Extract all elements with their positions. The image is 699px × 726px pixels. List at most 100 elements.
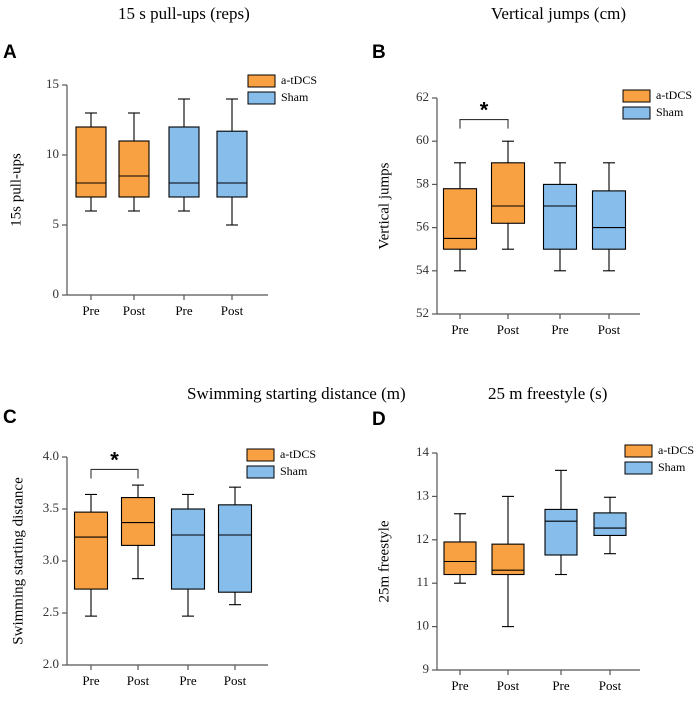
y-tick-label: 11 bbox=[416, 574, 429, 589]
x-tick-label: Pre bbox=[451, 322, 469, 337]
box-iqr bbox=[593, 512, 627, 537]
y-tick-label: 2.5 bbox=[43, 604, 59, 619]
y-tick-label: 4.0 bbox=[43, 448, 59, 463]
y-tick-label: 5 bbox=[53, 216, 60, 231]
x-tick-label: Pre bbox=[551, 322, 569, 337]
legend-label-sham: Sham bbox=[280, 464, 308, 478]
y-tick-label: 14 bbox=[416, 444, 430, 459]
box-3 bbox=[168, 98, 200, 212]
legend-label-atdcs: a-tDCS bbox=[280, 447, 316, 461]
x-tick-label: Post bbox=[497, 678, 520, 693]
legend-swatch-atdcs bbox=[624, 444, 653, 458]
significance-bracket bbox=[459, 119, 509, 129]
box-iqr bbox=[118, 140, 150, 198]
legend-swatch-atdcs bbox=[622, 89, 651, 103]
y-tick-label: 62 bbox=[416, 89, 429, 104]
y-tick-label: 15 bbox=[46, 76, 59, 91]
box-iqr bbox=[168, 126, 200, 198]
box-2 bbox=[118, 112, 150, 212]
panel-c: C Swimming starting distance (m) 2.0 2.5 3.0… bbox=[3, 384, 406, 688]
box-iqr bbox=[170, 508, 206, 590]
box-3 bbox=[170, 493, 206, 617]
y-tick-label: 2.0 bbox=[43, 656, 59, 671]
box-1 bbox=[442, 162, 478, 272]
box-4 bbox=[216, 98, 248, 226]
x-tick-label: Pre bbox=[82, 673, 100, 688]
legend-label-sham: Sham bbox=[658, 460, 686, 474]
y-tick-label: 3.0 bbox=[43, 552, 59, 567]
panel-letter: A bbox=[3, 42, 17, 63]
panel-a: A 15 s pull-ups (reps) 0 5 10 15 15s pull-ups P… bbox=[3, 4, 317, 318]
y-axis-label: 25m freestyle bbox=[376, 520, 392, 602]
legend-swatch-sham bbox=[624, 461, 653, 475]
x-tick-label: Post bbox=[598, 322, 621, 337]
box-4 bbox=[591, 162, 627, 272]
box-2 bbox=[490, 140, 526, 250]
legend-swatch-atdcs bbox=[247, 74, 276, 88]
x-tick-label: Pre bbox=[552, 678, 570, 693]
x-tick-label: Pre bbox=[82, 303, 100, 318]
y-tick-label: 58 bbox=[416, 175, 429, 190]
x-tick-label: Post bbox=[224, 673, 247, 688]
y-tick-label: 52 bbox=[416, 305, 429, 320]
legend-swatch-atdcs bbox=[246, 448, 275, 462]
chart-title: Vertical jumps (cm) bbox=[491, 4, 626, 23]
x-tick-label: Pre bbox=[175, 303, 193, 318]
significance-bracket bbox=[90, 468, 139, 479]
x-tick-label: Post bbox=[497, 322, 520, 337]
significance-star: * bbox=[480, 98, 489, 123]
legend-label-sham: Sham bbox=[656, 105, 684, 119]
box-iqr bbox=[75, 126, 107, 198]
box-2 bbox=[491, 495, 525, 628]
panel-letter: C bbox=[3, 407, 17, 428]
x-tick-label: Post bbox=[599, 678, 622, 693]
y-axis-label: Swimming starting distance bbox=[10, 477, 26, 645]
y-tick-label: 60 bbox=[416, 132, 429, 147]
panel-letter: D bbox=[372, 409, 386, 430]
box-3 bbox=[544, 469, 578, 576]
x-tick-label: Pre bbox=[179, 673, 197, 688]
box-1 bbox=[73, 493, 109, 617]
legend-label-atdcs: a-tDCS bbox=[658, 443, 694, 457]
legend-swatch-sham bbox=[246, 465, 275, 479]
box-4 bbox=[217, 486, 253, 606]
legend-label-atdcs: a-tDCS bbox=[281, 73, 317, 87]
box-3 bbox=[542, 162, 578, 272]
box-iqr bbox=[591, 190, 627, 250]
y-tick-label: 56 bbox=[416, 219, 430, 234]
y-axis-label: 15s pull-ups bbox=[8, 153, 24, 227]
x-tick-label: Pre bbox=[451, 678, 469, 693]
legend-swatch-sham bbox=[247, 91, 276, 105]
panel-letter: B bbox=[372, 42, 386, 63]
legend-swatch-sham bbox=[622, 106, 651, 120]
box-iqr bbox=[73, 511, 109, 590]
box-iqr bbox=[491, 543, 525, 576]
y-tick-label: 54 bbox=[416, 262, 430, 277]
legend-label-atdcs: a-tDCS bbox=[656, 88, 692, 102]
chart-title: 15 s pull-ups (reps) bbox=[118, 4, 250, 23]
box-1 bbox=[443, 513, 477, 584]
panel-b: B Vertical jumps (cm) 52 54 56 58 60 62 Vertical… bbox=[372, 4, 692, 337]
box-2 bbox=[120, 484, 156, 580]
y-tick-label: 10 bbox=[416, 618, 429, 633]
box-iqr bbox=[442, 188, 478, 250]
y-tick-label: 9 bbox=[423, 661, 430, 676]
y-axis-label: Vertical jumps bbox=[376, 162, 392, 249]
box-iqr bbox=[120, 497, 156, 546]
box-1 bbox=[75, 112, 107, 212]
box-iqr bbox=[544, 508, 578, 556]
box-iqr bbox=[217, 504, 253, 593]
panel-d: D 25 m freestyle (s) 9 10 11 12 13 14 25m freest… bbox=[372, 384, 694, 693]
x-tick-label: Post bbox=[123, 303, 146, 318]
box-iqr bbox=[490, 162, 526, 224]
significance-star: * bbox=[110, 447, 119, 472]
box-iqr bbox=[443, 541, 477, 576]
y-tick-label: 12 bbox=[416, 531, 429, 546]
box-4 bbox=[593, 496, 627, 555]
y-tick-label: 3.5 bbox=[43, 500, 59, 515]
box-iqr bbox=[542, 183, 578, 250]
y-tick-label: 13 bbox=[416, 487, 429, 502]
chart-title: Swimming starting distance (m) bbox=[187, 384, 406, 403]
x-tick-label: Post bbox=[127, 673, 150, 688]
